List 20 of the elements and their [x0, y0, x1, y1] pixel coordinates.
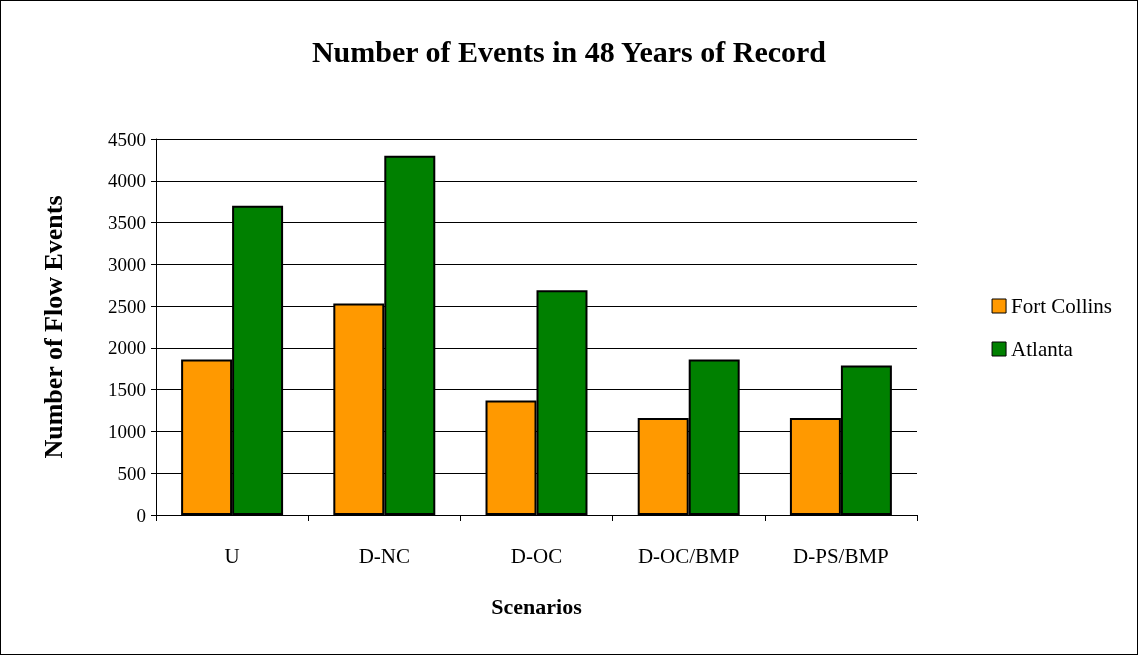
x-tick-label: D-OC: [510, 543, 563, 568]
x-tick-label: D-OC/BMP: [637, 543, 740, 568]
x-tick-label: D-NC: [358, 543, 410, 568]
y-tick-label: 3500: [108, 212, 146, 234]
y-tick-label: 1500: [108, 379, 146, 401]
y-tick-label: 1000: [108, 420, 146, 442]
legend-label: Fort Collins: [1011, 294, 1113, 318]
x-tick-label: D-PS/BMP: [793, 543, 889, 568]
x-tick-label: U: [224, 543, 240, 568]
y-tick-label: 4000: [108, 170, 146, 192]
y-axis-title: Number of Flow Events: [38, 195, 68, 459]
x-axis-title: Scenarios: [491, 593, 583, 619]
y-tick-label: 3000: [108, 253, 146, 275]
y-tick-label: 4500: [108, 128, 146, 150]
y-tick-label: 0: [136, 504, 146, 526]
y-tick-label: 2000: [108, 337, 146, 359]
y-tick-label: 2500: [108, 295, 146, 317]
chart-title: Number of Events in 48 Years of Record: [311, 34, 827, 68]
y-tick-label: 500: [117, 462, 146, 484]
legend-label: Atlanta: [1011, 337, 1074, 361]
